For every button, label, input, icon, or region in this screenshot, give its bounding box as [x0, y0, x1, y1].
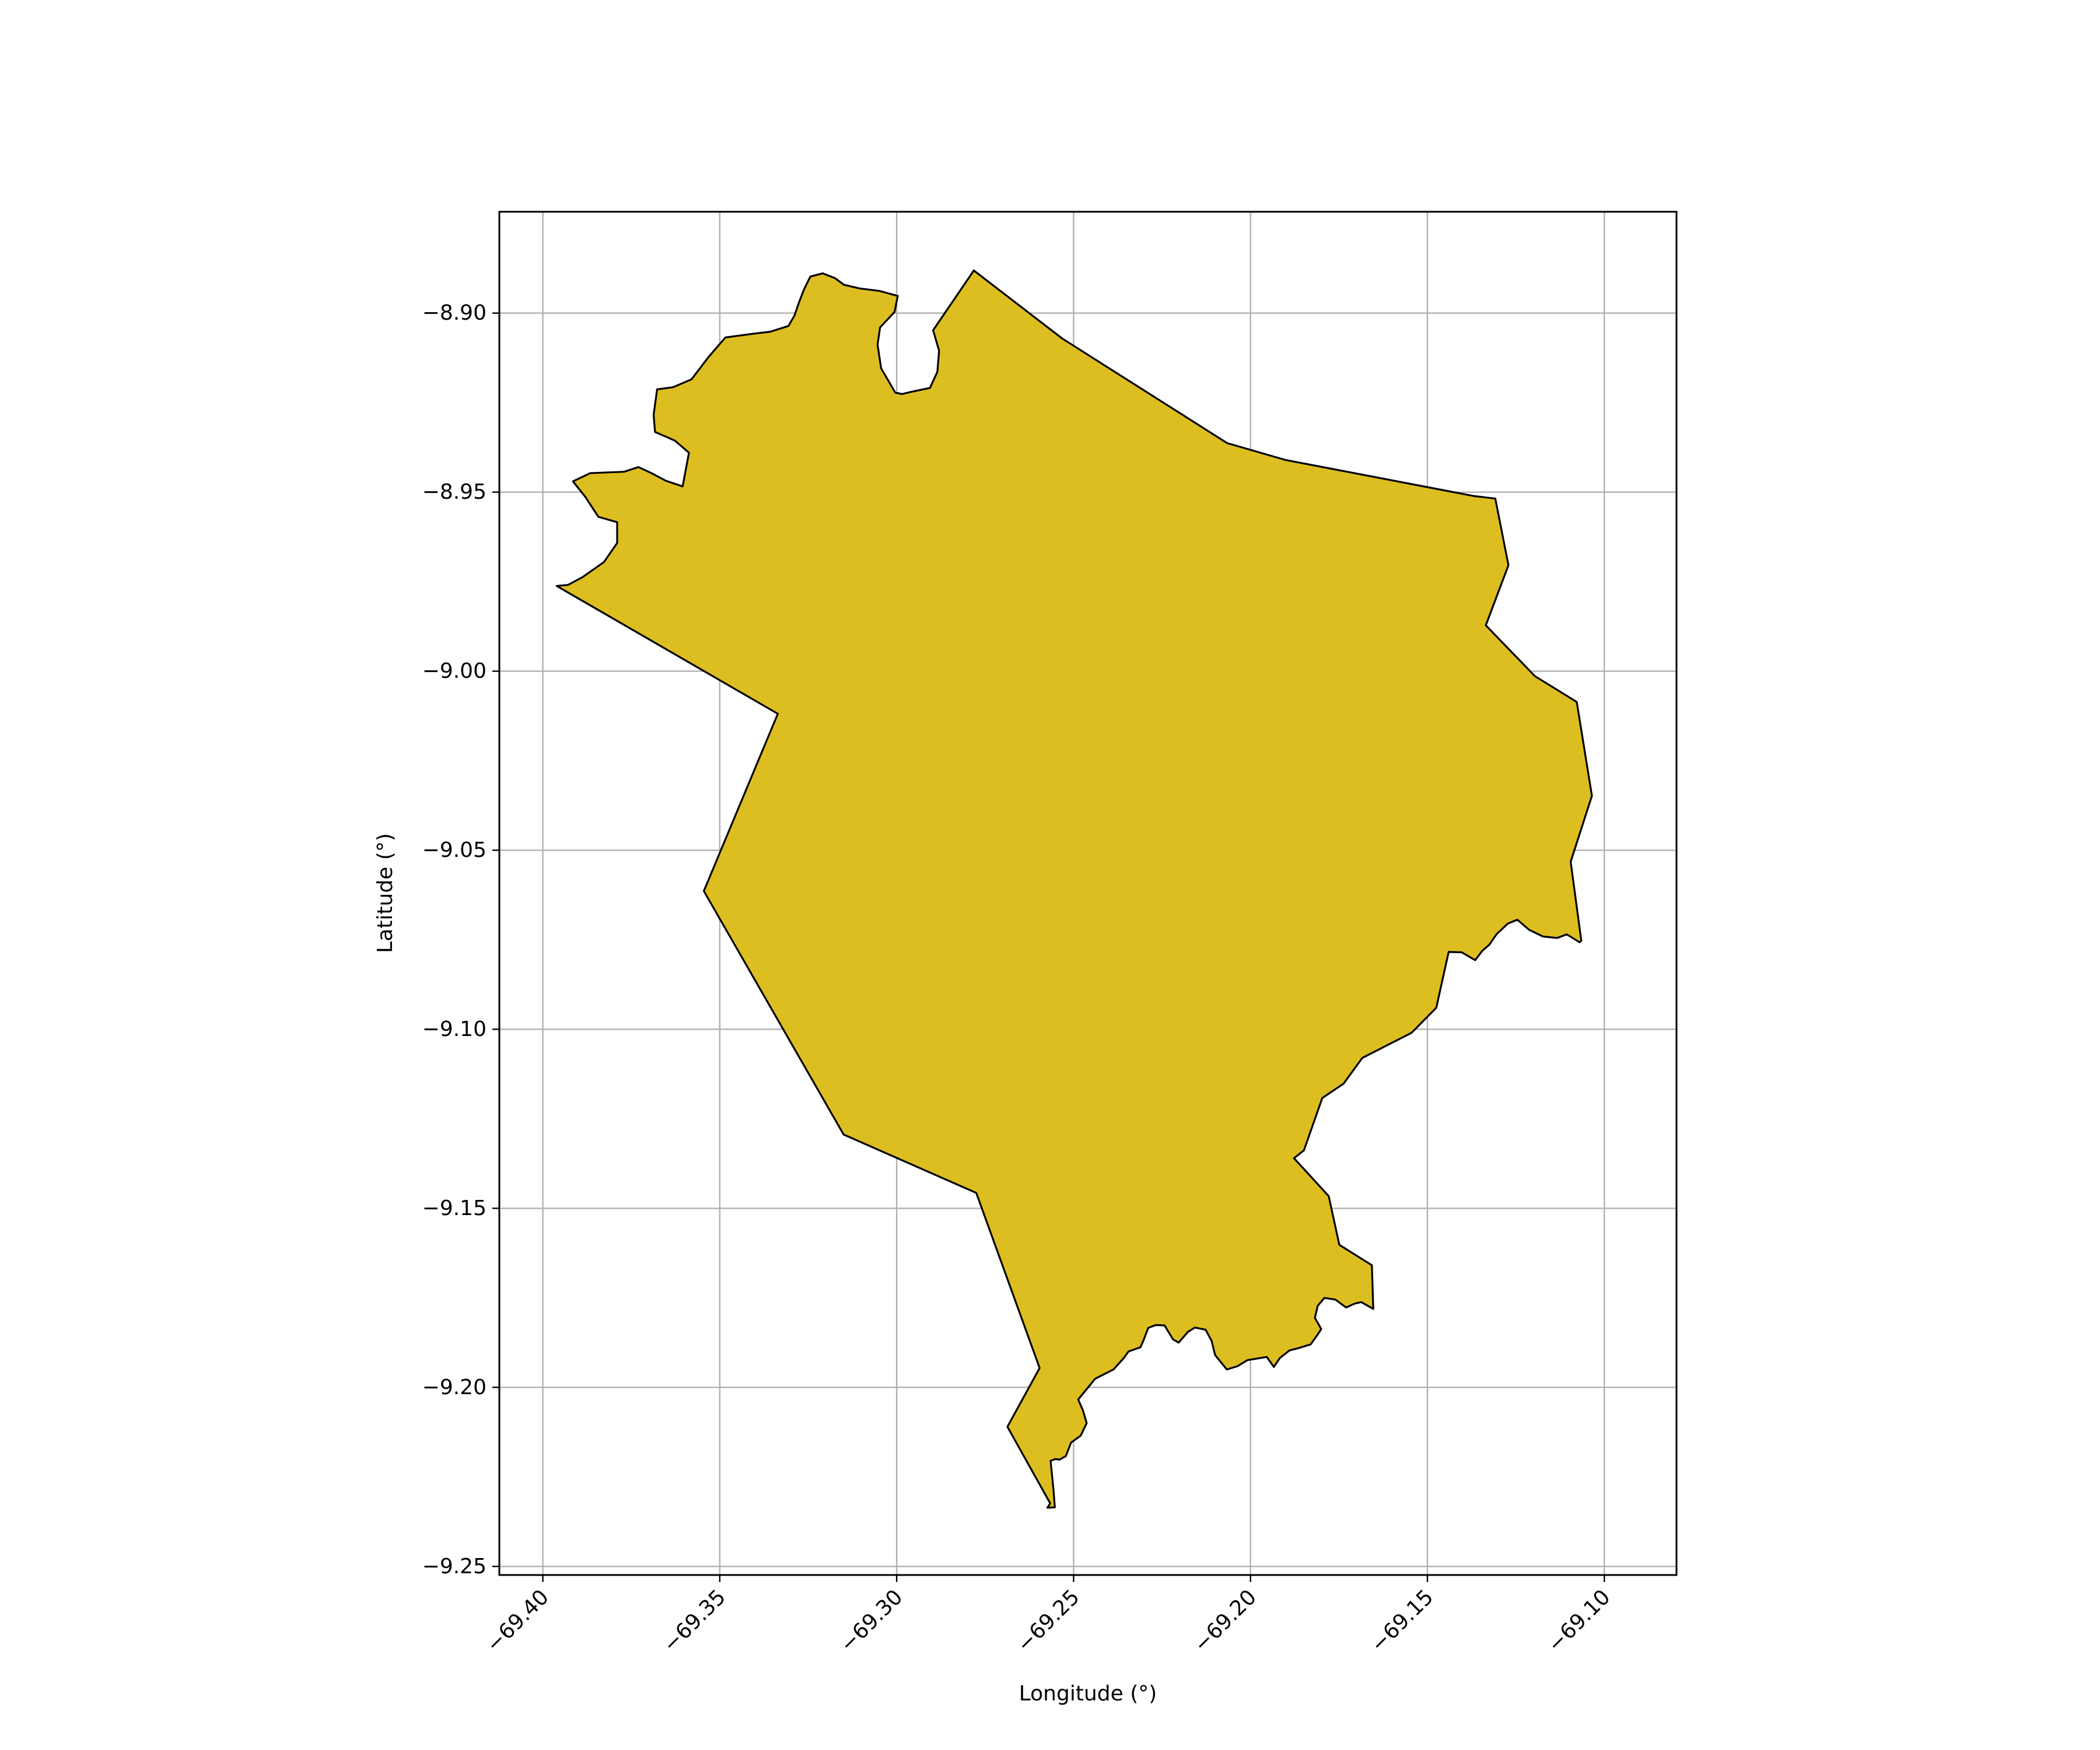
x-tick-label: −69.30	[835, 1585, 907, 1657]
x-axis-title: Longitude (°)	[1019, 1682, 1157, 1706]
plot-frame	[498, 211, 1678, 1576]
y-tick-label: −8.90	[422, 301, 487, 325]
x-tick-label: −69.35	[659, 1585, 730, 1657]
y-tick-label: −9.05	[422, 838, 487, 862]
y-tick-label: −9.25	[422, 1555, 487, 1578]
y-axis-ticks: −8.90 −8.95 −9.00 −9.05 −9.10 −9.15 −9.20 −9.25	[422, 301, 499, 1578]
y-tick-label: −9.00	[422, 659, 487, 683]
y-tick-label: −9.10	[422, 1017, 487, 1041]
x-tick-label: −69.20	[1189, 1585, 1261, 1657]
x-tick-label: −69.40	[482, 1585, 554, 1657]
y-tick-label: −9.20	[422, 1376, 487, 1399]
y-tick-label: −8.95	[422, 480, 487, 504]
x-axis-ticks: −69.40 −69.35 −69.30 −69.25 −69.20 −69.15 −69.…	[482, 1575, 1615, 1657]
x-tick-label: −69.25	[1013, 1585, 1084, 1657]
x-tick-label: −69.10	[1543, 1585, 1615, 1657]
x-tick-label: −69.15	[1366, 1585, 1438, 1657]
y-axis-title: Latitude (°)	[373, 833, 397, 953]
region-polygon	[555, 270, 1593, 1509]
y-tick-label: −9.15	[422, 1196, 487, 1220]
